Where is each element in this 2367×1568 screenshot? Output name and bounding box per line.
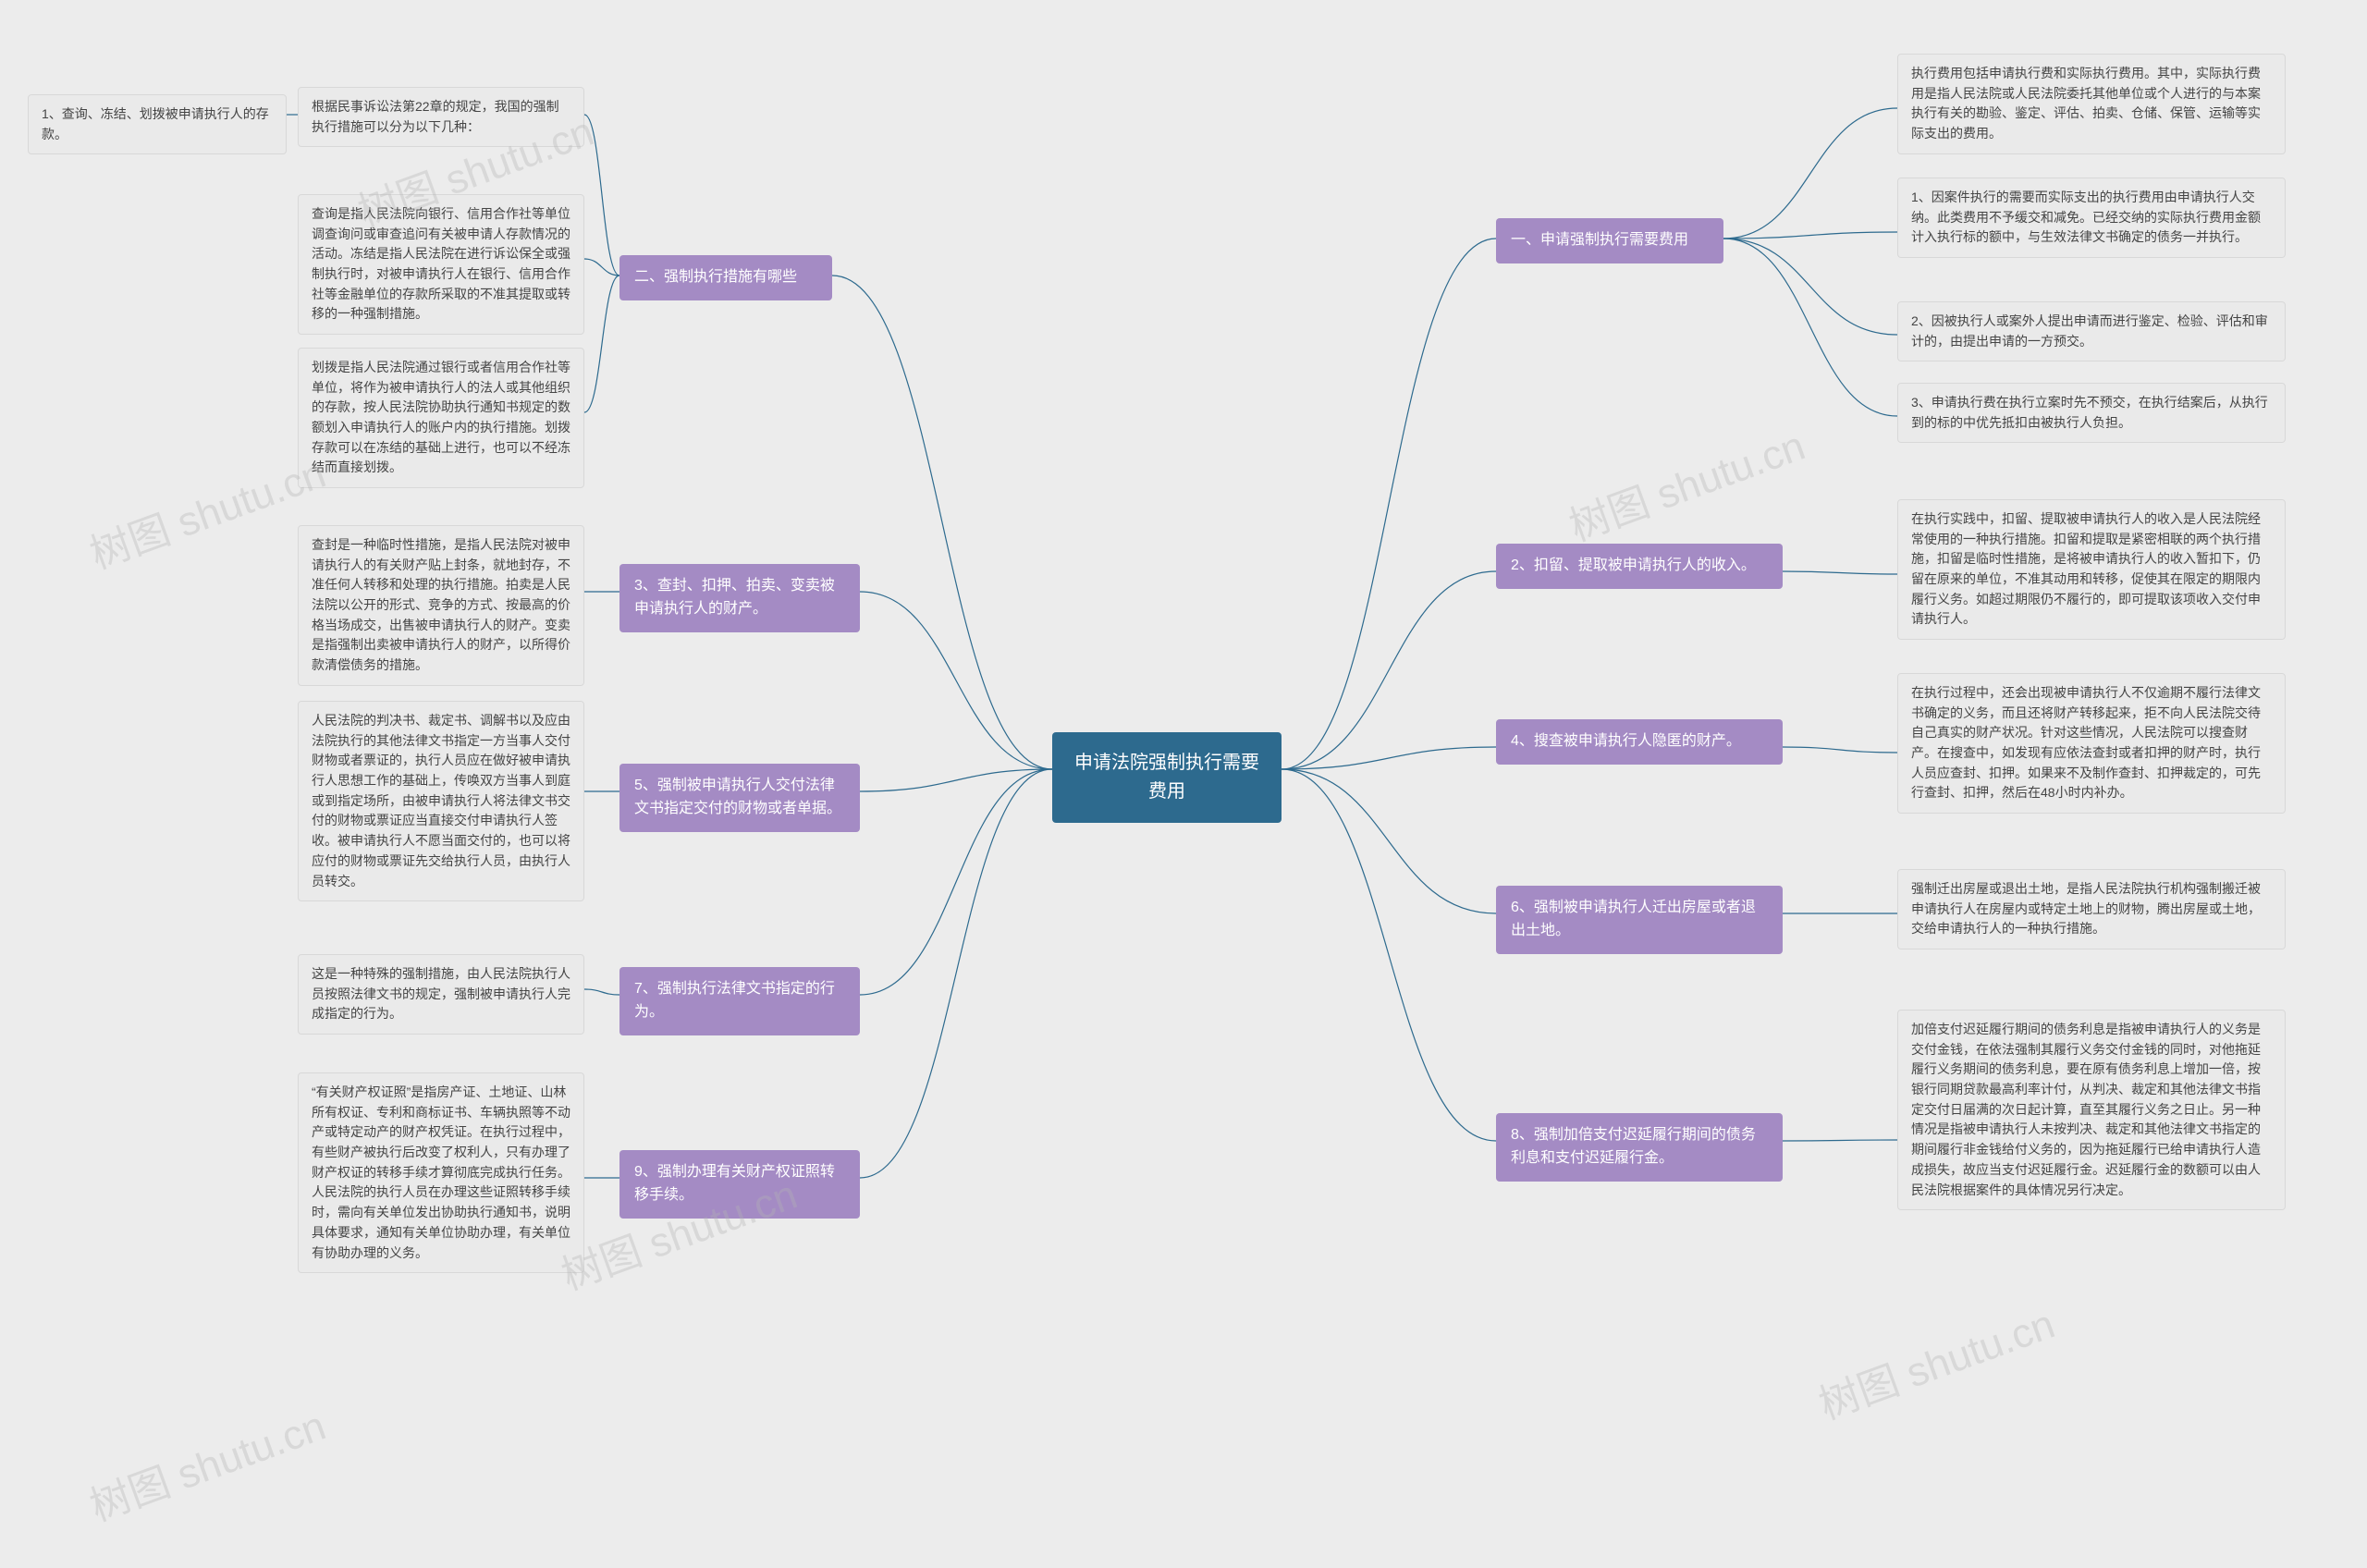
watermark-0: 树图 shutu.cn bbox=[80, 440, 332, 580]
watermark-5: 树图 shutu.cn bbox=[1809, 1291, 2061, 1430]
right-leaf-2-0: 在执行过程中，还会出现被申请执行人不仅逾期不履行法律文书确定的义务，而且还将财产… bbox=[1897, 673, 2286, 814]
right-leaf-0-1: 1、因案件执行的需要而实际支出的执行费用由申请执行人交纳。此类费用不予缓交和减免… bbox=[1897, 178, 2286, 258]
left-branch-2: 5、强制被申请执行人交付法律文书指定交付的财物或者单据。 bbox=[619, 764, 860, 832]
left-leaf-0-1: 查询是指人民法院向银行、信用合作社等单位调查询问或审查追问有关被申请人存款情况的… bbox=[298, 194, 584, 335]
right-branch-3: 6、强制被申请执行人迁出房屋或者退出土地。 bbox=[1496, 886, 1783, 954]
left-leaf-0-2: 划拨是指人民法院通过银行或者信用合作社等单位，将作为被申请执行人的法人或其他组织… bbox=[298, 348, 584, 488]
left-branch-0: 二、强制执行措施有哪些 bbox=[619, 255, 832, 300]
right-leaf-3-0: 强制迁出房屋或退出土地，是指人民法院执行机构强制搬迁被申请执行人在房屋内或特定土… bbox=[1897, 869, 2286, 949]
left-subleaf-0-0: 1、查询、冻结、划拨被申请执行人的存款。 bbox=[28, 94, 287, 154]
left-leaf-2-0: 人民法院的判决书、裁定书、调解书以及应由法院执行的其他法律文书指定一方当事人交付… bbox=[298, 701, 584, 901]
right-leaf-0-3: 3、申请执行费在执行立案时先不预交，在执行结案后，从执行到的标的中优先抵扣由被执… bbox=[1897, 383, 2286, 443]
right-branch-4: 8、强制加倍支付迟延履行期间的债务利息和支付迟延履行金。 bbox=[1496, 1113, 1783, 1182]
right-branch-2: 4、搜查被申请执行人隐匿的财产。 bbox=[1496, 719, 1783, 765]
left-branch-3: 7、强制执行法律文书指定的行为。 bbox=[619, 967, 860, 1035]
watermark-3: 树图 shutu.cn bbox=[80, 1392, 332, 1532]
right-leaf-1-0: 在执行实践中，扣留、提取被申请执行人的收入是人民法院经常使用的一种执行措施。扣留… bbox=[1897, 499, 2286, 640]
left-leaf-4-0: “有关财产权证照”是指房产证、土地证、山林所有权证、专利和商标证书、车辆执照等不… bbox=[298, 1072, 584, 1273]
left-branch-4: 9、强制办理有关财产权证照转移手续。 bbox=[619, 1150, 860, 1219]
left-branch-1: 3、查封、扣押、拍卖、变卖被申请执行人的财产。 bbox=[619, 564, 860, 632]
left-leaf-1-0: 查封是一种临时性措施，是指人民法院对被申请执行人的有关财产贴上封条，就地封存，不… bbox=[298, 525, 584, 686]
right-branch-0: 一、申请强制执行需要费用 bbox=[1496, 218, 1723, 263]
right-leaf-4-0: 加倍支付迟延履行期间的债务利息是指被申请执行人的义务是交付金钱，在依法强制其履行… bbox=[1897, 1010, 2286, 1210]
root-node: 申请法院强制执行需要费用 bbox=[1052, 732, 1282, 823]
right-leaf-0-2: 2、因被执行人或案外人提出申请而进行鉴定、检验、评估和审计的，由提出申请的一方预… bbox=[1897, 301, 2286, 361]
watermark-4: 树图 shutu.cn bbox=[1560, 412, 1811, 552]
left-leaf-0-0: 根据民事诉讼法第22章的规定，我国的强制执行措施可以分为以下几种： bbox=[298, 87, 584, 147]
left-leaf-3-0: 这是一种特殊的强制措施，由人民法院执行人员按照法律文书的规定，强制被申请执行人完… bbox=[298, 954, 584, 1035]
right-branch-1: 2、扣留、提取被申请执行人的收入。 bbox=[1496, 544, 1783, 589]
right-leaf-0-0: 执行费用包括申请执行费和实际执行费用。其中，实际执行费用是指人民法院或人民法院委… bbox=[1897, 54, 2286, 154]
